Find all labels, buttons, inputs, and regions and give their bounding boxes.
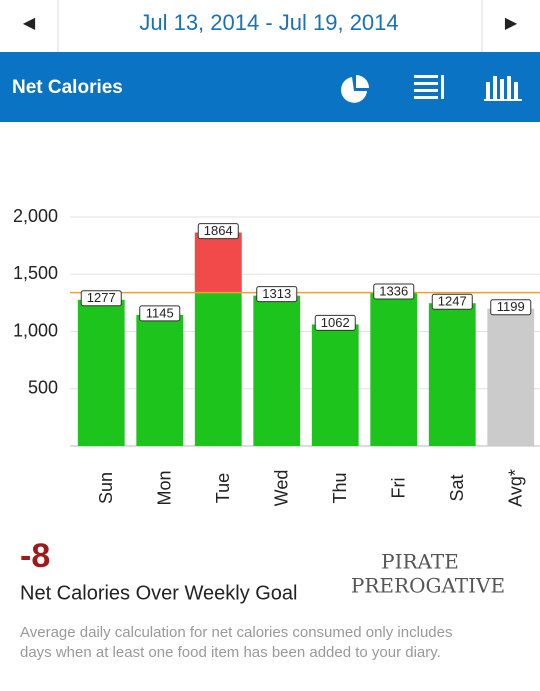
toolbar-title: Net Calories: [12, 77, 123, 98]
prev-button[interactable]: ◀: [23, 15, 36, 32]
value-label: 1313: [262, 286, 291, 301]
bar: [136, 314, 184, 446]
x-tick-label: Wed: [272, 470, 292, 507]
value-label-box: [490, 299, 532, 316]
value-label-box: [314, 314, 356, 331]
value-label-box: [256, 286, 298, 303]
x-tick-label: Mon: [155, 470, 175, 505]
value-label: 1277: [87, 290, 116, 305]
date-range[interactable]: Jul 13, 2014 - Jul 19, 2014: [139, 10, 398, 35]
x-tick-label: Fri: [389, 478, 409, 499]
bar: [487, 308, 535, 446]
value-label: 1145: [146, 305, 174, 320]
value-label-box: [431, 293, 473, 310]
pie-icon[interactable]: [341, 75, 369, 103]
bar: [370, 293, 418, 446]
date-header: [0, 0, 540, 52]
y-tick-label: 1,500: [13, 263, 58, 283]
bar-chart-icon[interactable]: [484, 76, 522, 101]
value-label: 1199: [497, 299, 525, 314]
value-label: 1062: [321, 315, 350, 330]
x-tick-label: Thu: [330, 472, 350, 503]
watermark: PREROGATIVE: [351, 574, 505, 598]
value-label-box: [197, 223, 239, 240]
y-tick-label: 1,000: [13, 320, 58, 340]
x-tick-label: Sun: [96, 472, 116, 504]
value-label-box: [80, 290, 122, 307]
bar: [428, 303, 476, 446]
next-button[interactable]: ▶: [505, 15, 518, 32]
x-tick-label: Sat: [447, 474, 467, 501]
y-tick-label: 500: [28, 378, 58, 398]
chart: 500 1,000 1,500 2,000 Sun Mon Tue Wed Thu Fri Sat A…: [13, 206, 540, 507]
summary-value: -8: [20, 537, 50, 575]
summary-label: Net Calories Over Weekly Goal: [20, 582, 298, 604]
list-icon[interactable]: [414, 75, 444, 99]
bar: [77, 299, 125, 446]
value-label: 1864: [204, 223, 233, 238]
x-tick-label: Tue: [213, 473, 233, 503]
value-label-box: [373, 283, 415, 300]
value-label: 1247: [438, 294, 467, 309]
value-label-box: [139, 305, 181, 322]
y-tick-label: 2,000: [13, 206, 58, 226]
watermark: PIRATE: [381, 550, 459, 574]
footnote: Average daily calculation for net calori…: [20, 624, 452, 641]
bar: [253, 295, 301, 446]
bar: [311, 324, 359, 446]
footnote: days when at least one food item has bee…: [20, 644, 441, 661]
x-tick-label: Avg*: [506, 469, 526, 507]
value-label: 1336: [379, 283, 408, 298]
toolbar: [0, 52, 540, 122]
bar-over-goal: [194, 232, 242, 293]
